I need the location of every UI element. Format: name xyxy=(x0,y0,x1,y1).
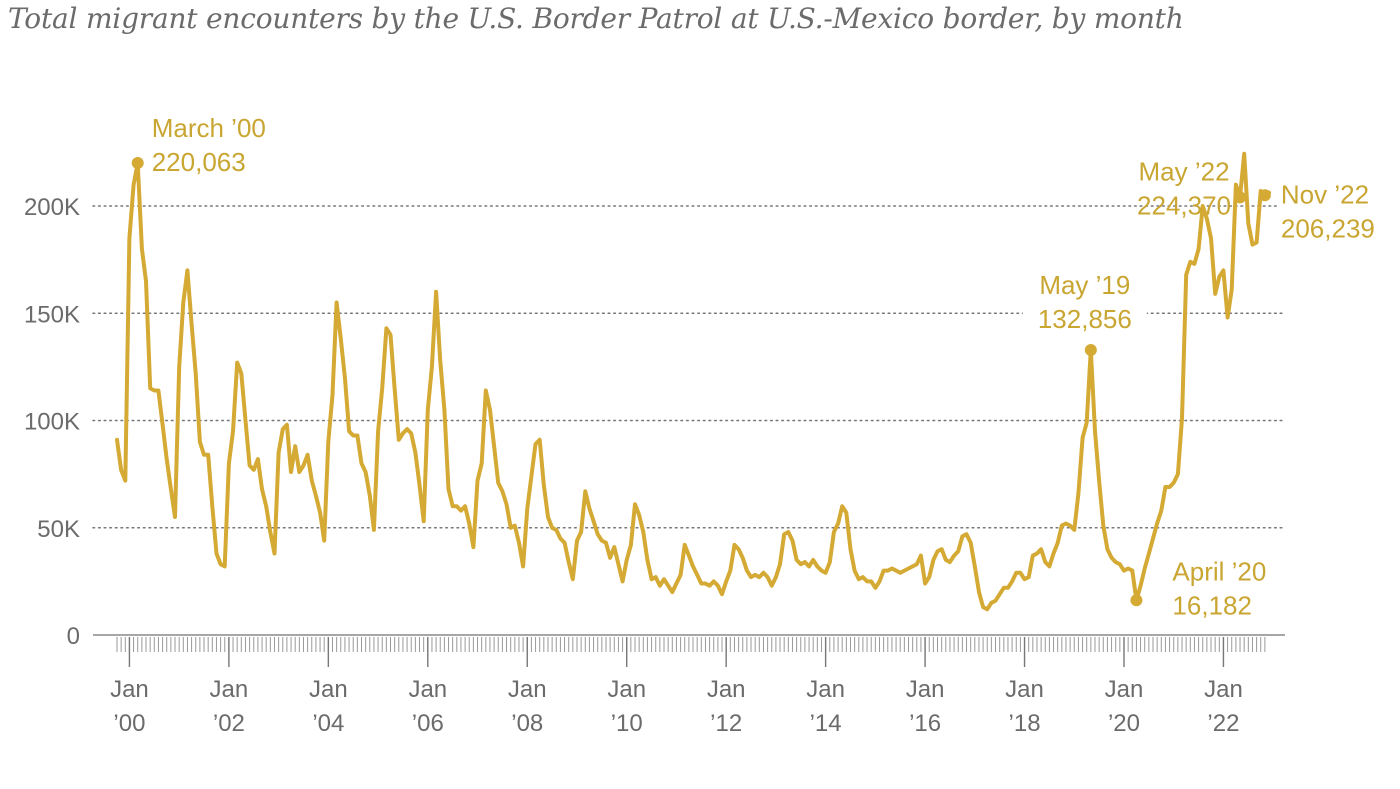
x-tick-label: ’14 xyxy=(810,710,842,737)
annotation-value: 224,370 xyxy=(1137,190,1231,220)
annotation-backdrop xyxy=(1022,268,1147,337)
y-tick-label: 100K xyxy=(24,409,80,436)
x-tick-label: ’10 xyxy=(611,710,643,737)
x-tick-label: Jan xyxy=(508,676,547,703)
y-tick-label: 150K xyxy=(24,301,80,328)
annotation-label: May ’22 xyxy=(1139,156,1230,186)
annotation-point xyxy=(1084,344,1097,357)
annotation-label: Nov ’22 xyxy=(1281,179,1369,209)
annotation-point xyxy=(1234,191,1247,204)
gridlines xyxy=(92,205,1286,529)
x-tick-label: ’02 xyxy=(213,710,245,737)
x-tick-label: ’08 xyxy=(511,710,543,737)
annotation-value: 16,182 xyxy=(1172,590,1252,620)
x-tick-label: ’16 xyxy=(909,710,941,737)
y-tick-label: 0 xyxy=(67,623,80,650)
series-layer xyxy=(115,151,1271,612)
x-tick-label: ’22 xyxy=(1207,710,1239,737)
x-tick-label: Jan xyxy=(607,676,646,703)
x-tick-label: Jan xyxy=(1105,676,1144,703)
annotation-point xyxy=(1258,189,1271,202)
annotation-label: April ’20 xyxy=(1172,556,1266,586)
x-tick-label: Jan xyxy=(210,676,249,703)
series-line xyxy=(115,151,1271,612)
x-axis: Jan ’00 Jan ’02 Jan ’04 Jan ’06 Jan ’08 Jan ’10 Jan ’… xyxy=(93,634,1285,737)
annotation-value: 206,239 xyxy=(1281,213,1375,243)
x-tick-label: ’04 xyxy=(312,710,344,737)
x-tick-label: ’20 xyxy=(1108,710,1140,737)
annotation-point xyxy=(131,156,144,169)
chart-title: Total migrant encounters by the U.S. Bor… xyxy=(8,2,1184,35)
x-tick-label: Jan xyxy=(1005,676,1044,703)
x-tick-label: Jan xyxy=(707,676,746,703)
x-tick-label: Jan xyxy=(806,676,845,703)
x-tick-label: ’18 xyxy=(1009,710,1041,737)
annotation-label: May ’19 xyxy=(1039,270,1130,300)
annotation-value: 220,063 xyxy=(152,147,246,177)
annotations-layer: March ’00 220,063 May ’19 132,856 April ’20 1… xyxy=(131,113,1400,620)
y-axis: 0 50K 100K 150K 200K xyxy=(24,194,80,650)
y-tick-label: 50K xyxy=(37,516,80,543)
annotation-backdrop xyxy=(1276,177,1400,246)
x-tick-label: ’12 xyxy=(710,710,742,737)
x-tick-label: Jan xyxy=(408,676,447,703)
x-tick-label: ’00 xyxy=(113,710,145,737)
x-tick-label: Jan xyxy=(1204,676,1243,703)
y-tick-label: 200K xyxy=(24,194,80,221)
x-tick-label: Jan xyxy=(906,676,945,703)
annotation-label: March ’00 xyxy=(152,113,266,143)
x-tick-label: Jan xyxy=(309,676,348,703)
x-tick-label: ’06 xyxy=(412,710,444,737)
annotation-value: 132,856 xyxy=(1038,304,1132,334)
x-tick-label: Jan xyxy=(110,676,149,703)
annotation-point xyxy=(1130,594,1143,607)
